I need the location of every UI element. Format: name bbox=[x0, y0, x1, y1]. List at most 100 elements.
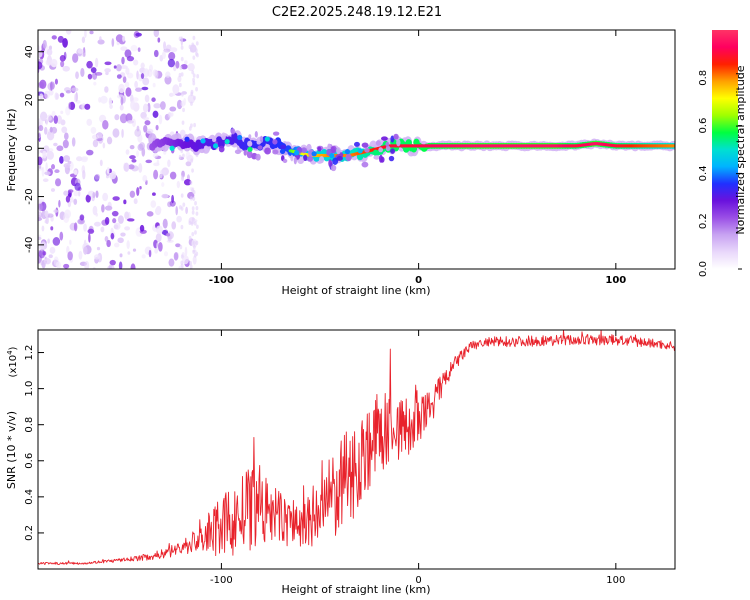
colorbar-ticks: 0.0 0.2 0.4 0.6 0.8 bbox=[698, 70, 742, 277]
spectrogram-noise-blob bbox=[88, 233, 91, 243]
spectrogram-noise-blob bbox=[120, 96, 124, 106]
spectrogram-noise-blob bbox=[142, 116, 150, 121]
spectrogram-noise-blob bbox=[180, 254, 184, 259]
spectrogram-noise-blob bbox=[190, 158, 194, 163]
spectrogram-feature-blob bbox=[248, 134, 252, 140]
spectrogram-noise-blob bbox=[193, 221, 197, 226]
spectrogram-noise-blob bbox=[74, 182, 81, 191]
spectrogram-noise-blob bbox=[89, 30, 94, 35]
spectrogram-noise-blob bbox=[77, 48, 84, 54]
spectrogram-noise-blob bbox=[187, 191, 195, 199]
spectrogram-feature-blob bbox=[272, 149, 279, 155]
spectrogram-noise-blob bbox=[193, 95, 196, 101]
spectrogram-noise-blob bbox=[82, 169, 86, 180]
spectrogram-noise-blob bbox=[140, 73, 145, 80]
spectrogram-noise-blob bbox=[58, 199, 61, 208]
spectrogram-noise-blob bbox=[44, 126, 48, 135]
spectrogram-noise-blob bbox=[132, 248, 137, 252]
spectrogram-noise-blob bbox=[54, 169, 60, 174]
spectrogram-feature-blob bbox=[303, 154, 308, 162]
spectrogram-noise-blob bbox=[192, 190, 196, 195]
spectrogram-noise-blob bbox=[99, 36, 102, 42]
spectrogram-noise-blob bbox=[159, 169, 167, 176]
spectrogram-noise-blob bbox=[148, 249, 152, 258]
spectrogram-noise-blob bbox=[194, 201, 197, 206]
spectrogram-noise-blob bbox=[124, 49, 132, 58]
spectrogram-noise-blob bbox=[121, 56, 125, 65]
spectrogram-noise-blob bbox=[100, 226, 105, 233]
spectrogram-feature-blob bbox=[293, 156, 297, 165]
spectrogram-feature-blob bbox=[327, 143, 331, 149]
spectrogram-noise-blob bbox=[180, 63, 188, 70]
spectrogram-noise-blob bbox=[92, 191, 96, 199]
spectrogram-noise-blob bbox=[129, 190, 136, 198]
spectrogram-noise-blob bbox=[175, 243, 181, 248]
spectrogram-feature-blob bbox=[378, 154, 383, 163]
spectrogram-noise-blob bbox=[129, 144, 135, 150]
spectrogram-noise-blob bbox=[86, 118, 93, 126]
spectrogram-noise-blob bbox=[124, 226, 131, 231]
spectrogram-noise-blob bbox=[152, 110, 159, 118]
spectrogram-noise-blob bbox=[50, 188, 56, 192]
spectrogram-noise-blob bbox=[171, 221, 177, 230]
spectrogram-noise-blob bbox=[64, 132, 69, 141]
spectrogram-noise-blob bbox=[60, 60, 65, 68]
spectrogram-noise-blob bbox=[83, 223, 87, 232]
spectrogram-noise-blob bbox=[68, 102, 72, 110]
spectrogram-noise-blob bbox=[128, 164, 135, 170]
spectrogram-noise-blob bbox=[38, 199, 43, 204]
spectrogram-noise-blob bbox=[180, 224, 184, 230]
snr-panel: -100 0 100 0.2 0.4 0.6 0.8 1.0 1.2 Height of st… bbox=[5, 329, 676, 596]
spectrogram-noise-blob bbox=[153, 103, 161, 109]
spectrogram-noise-blob bbox=[153, 169, 159, 180]
spectrogram-noise-blob bbox=[77, 190, 81, 197]
spectrogram-feature-blob bbox=[319, 156, 325, 164]
spectrogram-noise-blob bbox=[194, 230, 197, 235]
spectrogram-feature-blob bbox=[280, 144, 287, 150]
spectrogram-noise-blob bbox=[182, 107, 185, 113]
colorbar-label: Normalized spectral amplitude bbox=[734, 65, 747, 234]
spectrogram-noise-blob bbox=[183, 179, 192, 186]
spectrogram-noise-blob bbox=[142, 174, 148, 183]
spectrogram-noise-blob bbox=[73, 190, 79, 197]
spectrogram-panel: -100 0 100 -40 -20 0 20 40 Height of straight … bbox=[5, 29, 676, 297]
spectrogram-noise-blob bbox=[134, 80, 138, 89]
spectrogram-feature-blob bbox=[396, 138, 401, 147]
spectrogram-noise-blob bbox=[44, 258, 51, 265]
spectrogram-noise-blob bbox=[79, 214, 85, 221]
spectrogram-noise-blob bbox=[96, 246, 101, 251]
spectrogram-noise-blob bbox=[112, 218, 117, 224]
spectrogram-noise-blob bbox=[152, 153, 159, 158]
spectrogram-noise-blob bbox=[165, 71, 171, 78]
spectrogram-noise-blob bbox=[63, 155, 71, 162]
spectrogram-noise-blob bbox=[188, 220, 192, 226]
spectrogram-noise-blob bbox=[104, 61, 112, 66]
spectrogram-noise-blob bbox=[184, 246, 188, 257]
spectrogram-noise-blob bbox=[180, 100, 185, 107]
spectrogram-noise-blob bbox=[163, 251, 169, 257]
spectrogram-noise-blob bbox=[112, 128, 120, 138]
snr-scale-label: (x104) bbox=[6, 346, 19, 377]
spectrogram-noise-blob bbox=[87, 73, 93, 80]
spectrogram-noise-blob bbox=[170, 112, 174, 117]
spectrogram-noise-blob bbox=[192, 35, 196, 41]
spectrogram-noise-blob bbox=[38, 236, 42, 241]
spectrogram-noise-blob bbox=[120, 65, 128, 70]
spectrogram-feature-blob bbox=[385, 141, 390, 147]
snr-x-label: Height of straight line (km) bbox=[281, 583, 430, 596]
spectrogram-noise-blob bbox=[191, 231, 195, 237]
spectrogram-noise-blob bbox=[185, 161, 192, 167]
spectrogram-noise-blob bbox=[52, 237, 61, 246]
snr-series-line bbox=[38, 330, 675, 565]
spectrogram-noise-blob bbox=[106, 167, 110, 174]
spectrogram-noise-blob bbox=[159, 174, 163, 179]
spectrogram-noise-blob bbox=[189, 260, 192, 266]
spectrogram-noise-blob bbox=[106, 239, 111, 248]
spectrogram-noise-blob bbox=[60, 110, 64, 115]
spectrogram-noise-blob bbox=[62, 37, 68, 48]
spectrogram-noise-blob bbox=[175, 60, 180, 69]
spectrogram-noise-blob bbox=[161, 182, 165, 187]
spectrogram-ridge-dot bbox=[311, 151, 317, 157]
spectrogram-noise-blob bbox=[92, 266, 96, 269]
spectrogram-noise-blob bbox=[195, 87, 198, 92]
